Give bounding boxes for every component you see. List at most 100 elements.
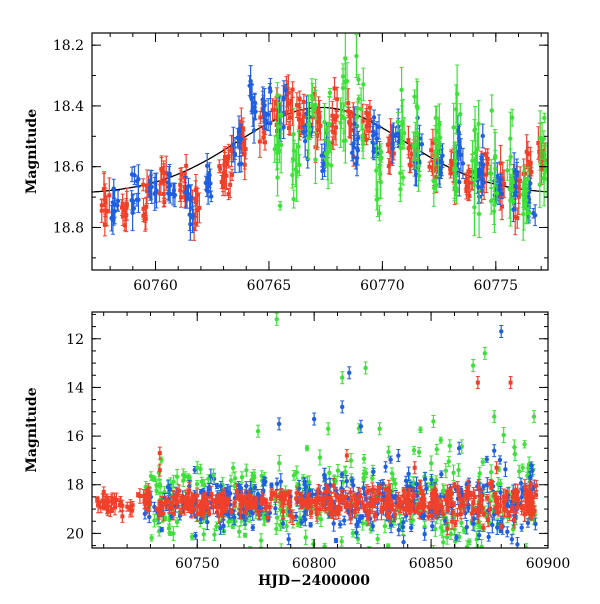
data-point — [284, 521, 288, 532]
data-point — [136, 493, 140, 497]
data-point — [422, 528, 426, 540]
data-point — [412, 446, 416, 454]
data-point — [243, 533, 247, 537]
data-point — [542, 113, 546, 123]
data-point — [501, 428, 505, 443]
data-point — [444, 464, 448, 478]
data-point — [168, 531, 172, 535]
data-point — [473, 107, 477, 153]
outliers-green — [181, 313, 536, 481]
data-point — [429, 456, 433, 471]
data-point — [505, 490, 509, 494]
data-point — [367, 547, 371, 552]
x-tick-label: 60800 — [292, 556, 337, 572]
data-point — [305, 446, 309, 451]
data-point — [396, 450, 400, 462]
y-axis-label: Magnitude — [24, 387, 40, 472]
data-point — [251, 525, 255, 531]
data-point — [258, 126, 262, 158]
data-point — [338, 521, 342, 528]
data-point — [130, 167, 134, 181]
x-tick-label: 60765 — [247, 278, 292, 294]
data-point — [277, 455, 281, 471]
data-point — [412, 90, 416, 103]
data-point — [417, 448, 421, 457]
data-point — [363, 362, 367, 374]
data-point — [202, 529, 206, 541]
data-point — [375, 534, 379, 543]
data-point — [258, 111, 262, 123]
data-point — [326, 423, 330, 435]
data-point — [110, 508, 114, 513]
bottom-plot-area — [95, 313, 538, 584]
data-point — [371, 468, 375, 475]
data-point — [486, 533, 490, 541]
data-point — [435, 444, 439, 454]
data-point — [439, 437, 443, 443]
y-tick-label: 18 — [66, 478, 84, 494]
data-point — [195, 462, 199, 474]
data-point — [482, 512, 486, 516]
x-axis-label: HJD−2400000 — [258, 573, 370, 589]
data-point — [311, 540, 315, 549]
data-point — [513, 566, 517, 580]
data-point — [447, 456, 451, 466]
data-point — [195, 480, 199, 487]
data-point — [509, 377, 513, 389]
data-point — [456, 464, 460, 477]
data-point — [515, 537, 519, 551]
data-point — [334, 538, 338, 542]
data-point — [361, 550, 365, 555]
x-tick-label: 60770 — [360, 278, 405, 294]
data-point — [291, 190, 295, 208]
data-point — [362, 454, 366, 463]
data-point — [533, 205, 537, 226]
data-point — [175, 518, 179, 527]
data-point — [308, 523, 312, 527]
data-point — [312, 413, 316, 425]
data-point — [431, 546, 435, 557]
data-point — [499, 523, 503, 529]
data-point — [97, 500, 101, 505]
data-point — [340, 537, 344, 546]
data-point — [481, 124, 485, 148]
x-tick-label: 60850 — [409, 556, 454, 572]
data-point — [136, 165, 140, 194]
data-point — [451, 465, 455, 480]
data-point — [479, 539, 483, 554]
y-axis-label: Magnitude — [24, 109, 40, 194]
data-point — [354, 35, 358, 78]
y-tick-label: 18.8 — [53, 220, 84, 236]
data-point — [499, 325, 503, 337]
data-point — [448, 440, 452, 452]
data-point — [467, 539, 471, 545]
data-point — [349, 454, 353, 468]
data-point — [474, 508, 478, 512]
data-point — [500, 566, 504, 573]
data-point — [333, 78, 337, 100]
data-point — [112, 179, 116, 198]
data-point — [149, 535, 153, 541]
data-point — [141, 179, 145, 191]
data-point — [217, 494, 221, 498]
data-point — [413, 462, 417, 474]
y-tick-label: 18.6 — [53, 160, 84, 176]
data-point — [492, 445, 496, 457]
data-point — [459, 519, 463, 527]
data-point — [279, 474, 283, 490]
series-2 — [273, 29, 550, 240]
data-point — [485, 456, 489, 462]
data-point — [107, 178, 111, 213]
data-point — [277, 418, 281, 430]
data-point — [420, 490, 424, 494]
data-point — [532, 411, 536, 423]
data-point — [356, 102, 360, 115]
data-point — [457, 442, 461, 454]
top-plot-area — [92, 29, 549, 241]
data-point — [229, 475, 233, 486]
data-point — [254, 497, 258, 502]
data-point — [490, 95, 494, 126]
